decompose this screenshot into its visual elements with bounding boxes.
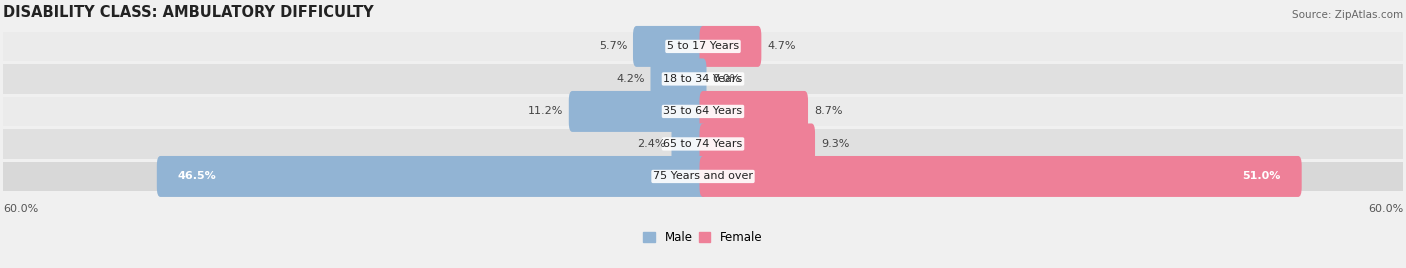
Bar xyxy=(3,64,1403,94)
FancyBboxPatch shape xyxy=(651,58,706,99)
FancyBboxPatch shape xyxy=(700,26,762,67)
Text: 46.5%: 46.5% xyxy=(177,172,217,181)
Text: Source: ZipAtlas.com: Source: ZipAtlas.com xyxy=(1292,10,1403,20)
Bar xyxy=(3,129,1403,159)
FancyBboxPatch shape xyxy=(700,91,808,132)
FancyBboxPatch shape xyxy=(672,124,706,165)
Text: DISABILITY CLASS: AMBULATORY DIFFICULTY: DISABILITY CLASS: AMBULATORY DIFFICULTY xyxy=(3,5,374,20)
Text: 60.0%: 60.0% xyxy=(3,204,38,214)
Text: 0.0%: 0.0% xyxy=(713,74,741,84)
Text: 18 to 34 Years: 18 to 34 Years xyxy=(664,74,742,84)
Text: 5 to 17 Years: 5 to 17 Years xyxy=(666,42,740,51)
Text: 8.7%: 8.7% xyxy=(814,106,842,116)
Bar xyxy=(3,162,1403,191)
Text: 9.3%: 9.3% xyxy=(821,139,849,149)
Legend: Male, Female: Male, Female xyxy=(638,226,768,249)
Text: 35 to 64 Years: 35 to 64 Years xyxy=(664,106,742,116)
Text: 75 Years and over: 75 Years and over xyxy=(652,172,754,181)
FancyBboxPatch shape xyxy=(157,156,706,197)
Text: 11.2%: 11.2% xyxy=(527,106,562,116)
FancyBboxPatch shape xyxy=(569,91,706,132)
Text: 4.7%: 4.7% xyxy=(768,42,796,51)
FancyBboxPatch shape xyxy=(700,156,1302,197)
Bar xyxy=(3,97,1403,126)
Text: 65 to 74 Years: 65 to 74 Years xyxy=(664,139,742,149)
Text: 51.0%: 51.0% xyxy=(1243,172,1281,181)
FancyBboxPatch shape xyxy=(700,124,815,165)
Text: 5.7%: 5.7% xyxy=(599,42,627,51)
Text: 60.0%: 60.0% xyxy=(1368,204,1403,214)
Bar xyxy=(3,32,1403,61)
FancyBboxPatch shape xyxy=(633,26,706,67)
Text: 4.2%: 4.2% xyxy=(616,74,644,84)
Text: 2.4%: 2.4% xyxy=(637,139,665,149)
